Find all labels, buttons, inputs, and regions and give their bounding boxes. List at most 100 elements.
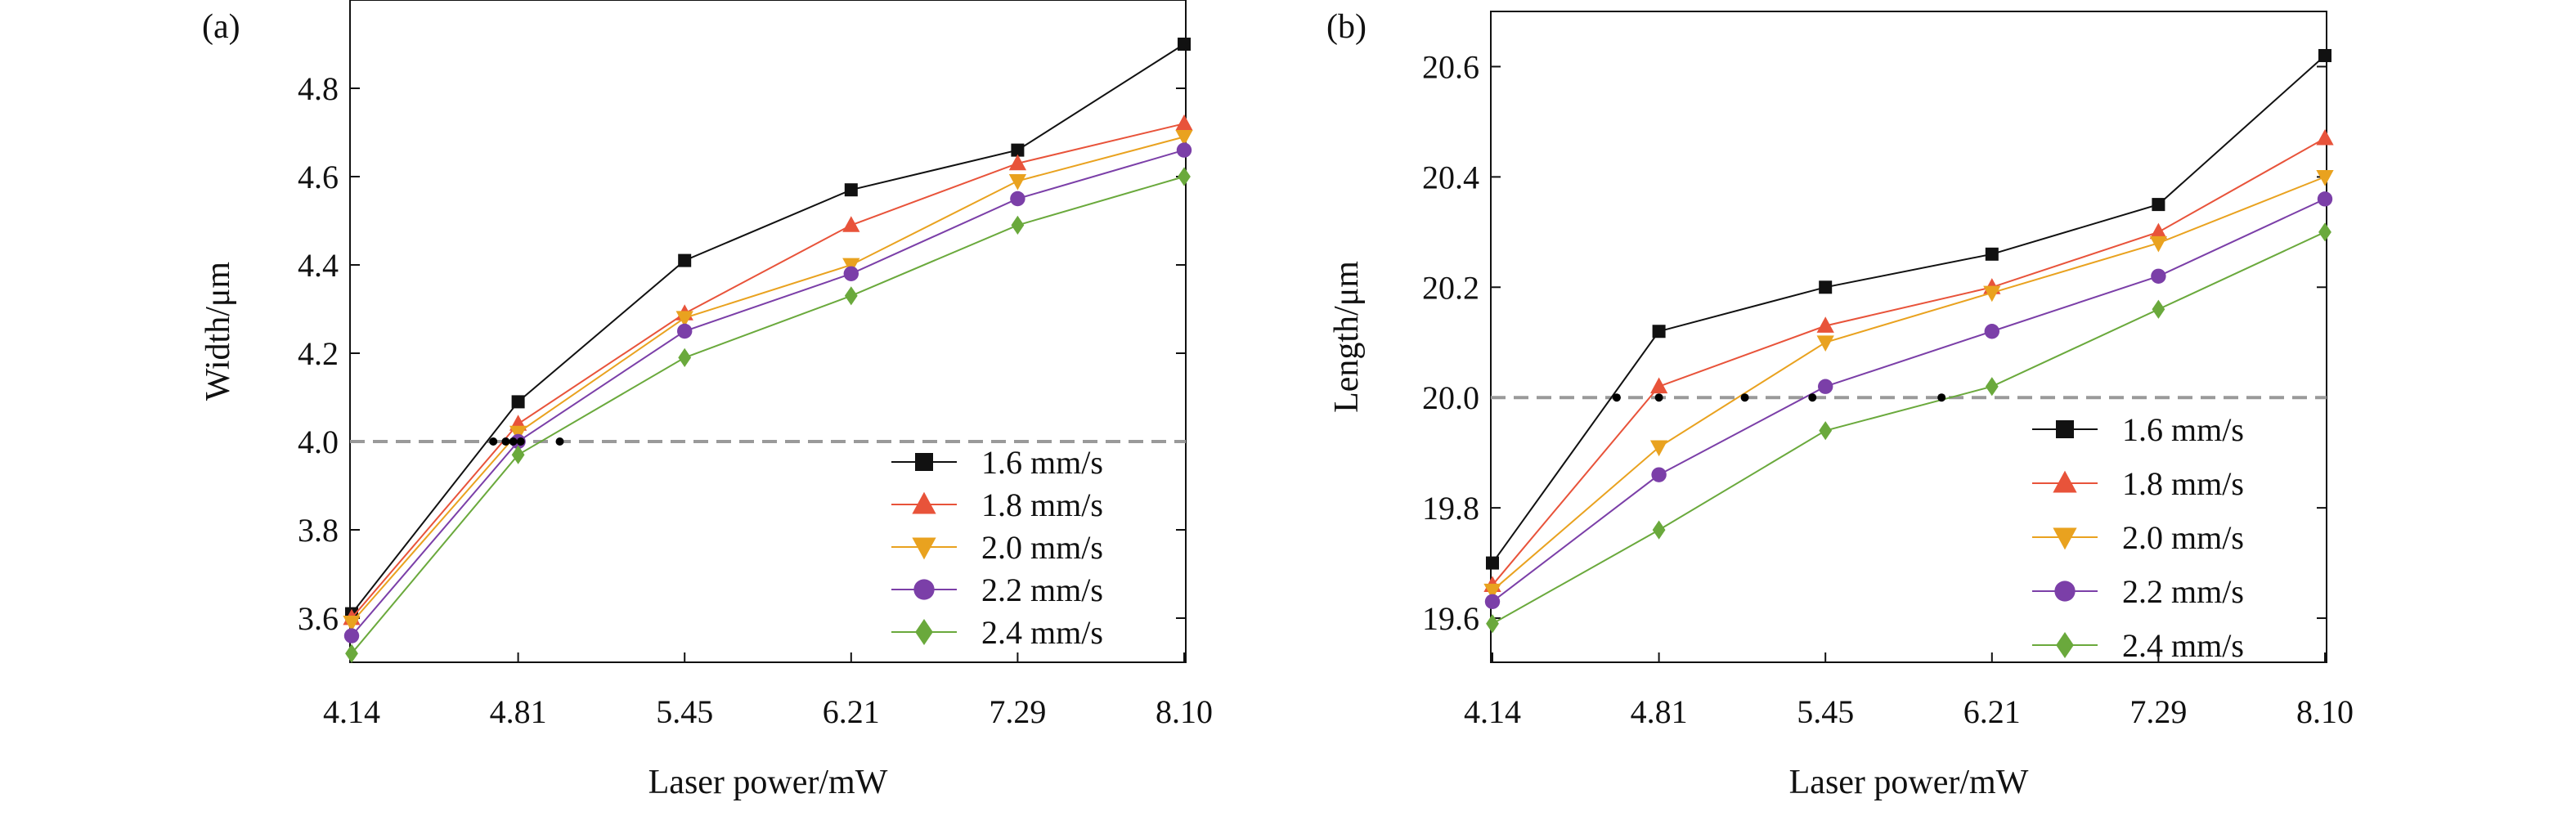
data-point <box>1816 335 1834 352</box>
legend-entry: 1.6 mm/s <box>981 444 1103 481</box>
data-point <box>1984 324 1999 339</box>
data-point <box>2316 128 2334 146</box>
data-point <box>842 216 860 232</box>
data-point <box>1652 325 1666 339</box>
legend-marker <box>2053 527 2077 550</box>
y-tick-label: 3.8 <box>298 512 339 549</box>
intersection-point <box>489 437 498 446</box>
intersection-point <box>1740 393 1749 402</box>
data-point <box>1483 583 1501 600</box>
series-line <box>351 136 1185 624</box>
data-point <box>1178 167 1191 186</box>
data-point <box>842 258 860 275</box>
series-2-4-mm-s <box>345 167 1191 663</box>
data-point <box>1486 614 1499 634</box>
series-line <box>351 176 1185 654</box>
series-2-2-mm-s <box>1484 191 2333 609</box>
legend: 1.6 mm/s 1.8 mm/s 2.0 mm/s 2.2 mm/s 2.4 mm/s <box>891 444 1103 651</box>
data-point <box>345 643 358 663</box>
data-point <box>1652 520 1666 540</box>
series-line <box>1492 55 2326 564</box>
data-point <box>1985 377 1999 397</box>
y-tick-label: 4.0 <box>298 424 339 460</box>
data-point <box>2151 268 2166 284</box>
data-point <box>1649 377 1668 394</box>
series-1-6-mm-s <box>1486 48 2331 570</box>
data-point <box>511 445 525 464</box>
y-tick-label: 19.6 <box>1422 600 1479 637</box>
data-point <box>1985 247 1999 261</box>
data-point <box>2152 299 2165 319</box>
x-axis-label: Laser power/mW <box>648 764 888 801</box>
series-2-4-mm-s <box>1486 222 2331 634</box>
y-axis-label: Length/μm <box>1328 261 1366 413</box>
data-point <box>1818 379 1833 394</box>
legend-marker <box>2056 420 2074 438</box>
data-point <box>1008 154 1027 171</box>
data-point <box>1819 421 1833 441</box>
intersection-point <box>1612 393 1621 402</box>
data-point <box>1008 174 1027 191</box>
legend-marker <box>2053 470 2077 493</box>
legend-marker <box>915 453 933 471</box>
data-point <box>1819 280 1833 294</box>
data-point <box>1176 142 1192 158</box>
data-point <box>2318 48 2331 62</box>
y-tick-label: 4.6 <box>298 159 339 195</box>
x-tick-label: 7.29 <box>989 693 1046 730</box>
intersection-point <box>1654 393 1663 402</box>
data-point <box>1651 467 1667 482</box>
chart-panel-b: (b) 19.6 19.8 20.0 20.2 20.4 20.6 4.14 4.81 5.45 6… <box>1326 8 2354 801</box>
data-point <box>1484 594 1501 609</box>
data-point <box>1486 556 1499 570</box>
x-tick-label: 5.45 <box>1797 693 1854 730</box>
data-point <box>1011 143 1025 157</box>
data-point <box>509 425 527 442</box>
data-point <box>844 286 858 306</box>
legend-entry: 2.0 mm/s <box>981 529 1103 566</box>
y-tick-label: 20.6 <box>1422 48 1479 85</box>
series-line <box>351 43 1185 615</box>
x-tick-label: 4.14 <box>323 693 380 730</box>
intersection-point <box>516 437 525 446</box>
data-point <box>843 266 859 281</box>
y-axis-label: Width/μm <box>200 262 237 401</box>
y-tick-label: 4.4 <box>298 247 339 284</box>
chart-panel-a: (a) 3.6 3.8 4.0 4.2 4.4 4.6 4.8 4.14 4.81 5.45 6.21… <box>200 0 1213 801</box>
legend-marker <box>912 491 936 514</box>
legend-marker <box>2056 632 2074 658</box>
intersection-point <box>555 437 564 446</box>
y-tick-label: 20.2 <box>1422 269 1479 306</box>
data-point <box>1175 114 1193 131</box>
data-point <box>678 253 692 267</box>
legend-marker <box>912 537 936 560</box>
legend-marker <box>2054 581 2076 602</box>
data-point <box>2149 235 2168 253</box>
panel-label: (a) <box>202 8 240 46</box>
legend-entry: 1.8 mm/s <box>981 486 1103 523</box>
intersection-point <box>501 437 510 446</box>
plot-frame <box>349 0 1187 663</box>
panel-label: (b) <box>1326 8 1367 46</box>
series-line <box>1492 198 2326 603</box>
intersection-point <box>1808 393 1817 402</box>
x-tick-label: 7.29 <box>2129 693 2187 730</box>
series-line <box>351 149 1185 637</box>
intersection-point <box>509 437 518 446</box>
legend-entry: 1.8 mm/s <box>2122 465 2244 502</box>
y-tick-label: 4.2 <box>298 335 339 372</box>
data-point <box>1983 285 2001 303</box>
legend-marker <box>913 579 935 600</box>
x-axis-label: Laser power/mW <box>1789 764 2029 801</box>
x-tick-label: 6.21 <box>1963 693 2021 730</box>
legend-entry: 2.4 mm/s <box>981 614 1103 651</box>
data-point <box>343 628 360 643</box>
series-line <box>351 123 1185 619</box>
series-2-0-mm-s <box>343 130 1193 632</box>
data-point <box>1175 130 1193 146</box>
data-point <box>2317 191 2333 207</box>
data-point <box>1178 38 1191 51</box>
data-point <box>1649 440 1668 457</box>
x-tick-label: 4.81 <box>1631 693 1688 730</box>
series-line <box>1492 231 2326 625</box>
